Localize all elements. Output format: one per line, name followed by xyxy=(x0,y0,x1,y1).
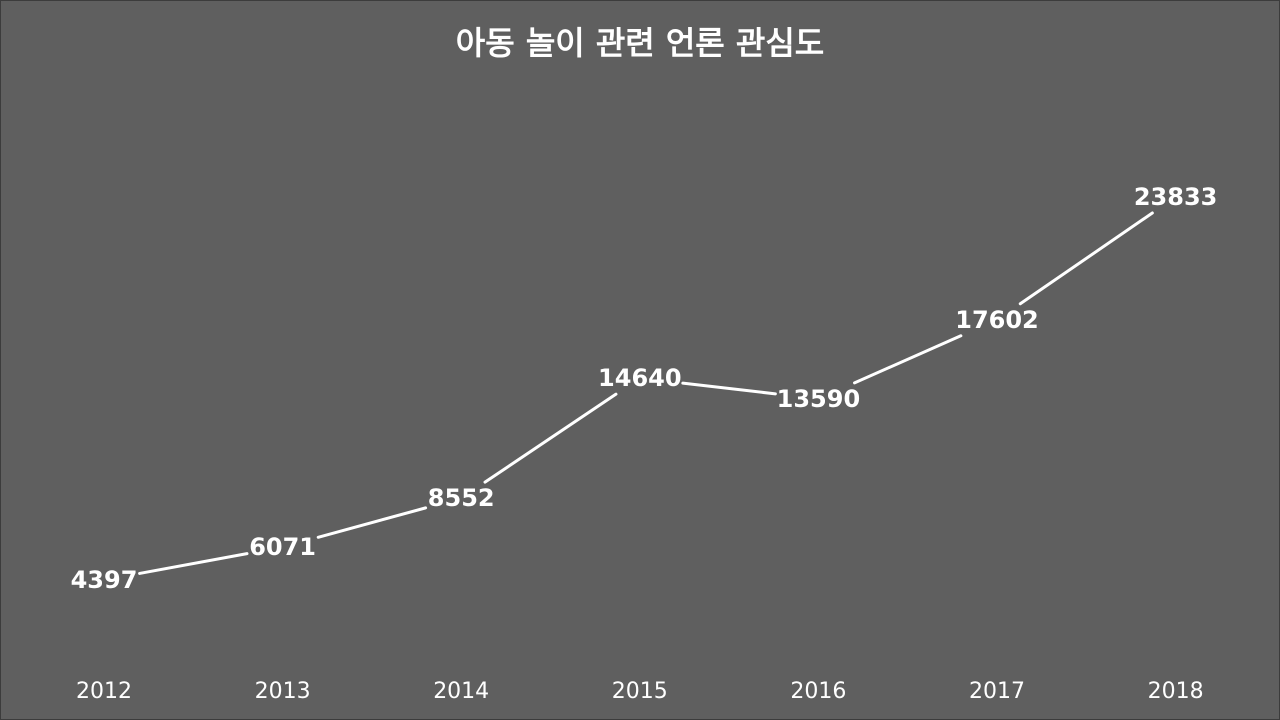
data-label-2014: 8552 xyxy=(428,484,495,512)
x-tick-label-2018: 2018 xyxy=(1148,679,1204,704)
series-segment-2017-2018 xyxy=(1018,211,1154,306)
series-segment-2016-2017 xyxy=(853,334,963,385)
data-label-2016: 13590 xyxy=(777,385,861,413)
series-segment-2013-2014 xyxy=(316,506,428,539)
series-line xyxy=(138,211,1154,575)
data-label-2018: 23833 xyxy=(1134,183,1218,211)
chart-title: 아동 놀이 관련 언론 관심도 xyxy=(456,24,824,62)
data-label-2017: 17602 xyxy=(955,306,1039,334)
x-tick-label-2015: 2015 xyxy=(612,679,668,704)
x-axis-ticks: 2012 2013 2014 2015 2016 2017 2018 xyxy=(76,679,1204,704)
data-labels: 4397 6071 8552 14640 13590 17602 23833 xyxy=(71,183,1218,594)
series-segment-2015-2016 xyxy=(681,381,777,396)
x-tick-label-2016: 2016 xyxy=(790,679,846,704)
drop-lines xyxy=(103,207,1177,636)
data-label-2015: 14640 xyxy=(598,364,682,392)
data-label-2013: 6071 xyxy=(249,533,316,561)
series-segment-2012-2013 xyxy=(138,552,249,575)
x-tick-label-2013: 2013 xyxy=(255,679,311,704)
x-tick-label-2012: 2012 xyxy=(76,679,132,704)
data-label-2012: 4397 xyxy=(71,566,138,594)
x-tick-label-2014: 2014 xyxy=(433,679,489,704)
x-tick-label-2017: 2017 xyxy=(969,679,1025,704)
series-segment-2014-2015 xyxy=(483,392,618,484)
